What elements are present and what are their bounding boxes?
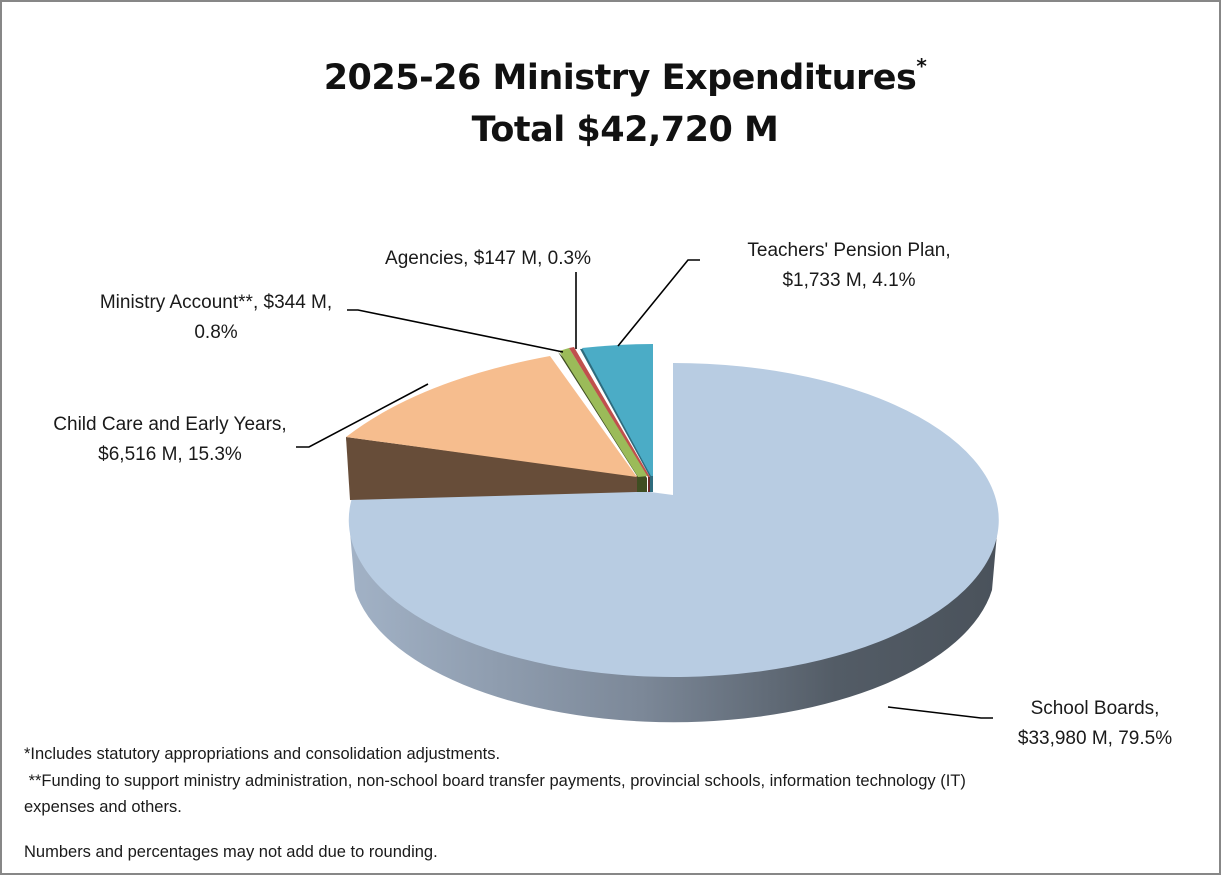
- slice-ministry-account[interactable]: [558, 348, 648, 492]
- chart-total: Total $42,720 M: [471, 110, 779, 150]
- label-child-care: Child Care and Early Years, $6,516 M, 15…: [40, 410, 300, 470]
- label-pension-value: $1,733 M, 4.1%: [782, 270, 916, 291]
- label-school-boards: School Boards, $33,980 M, 79.5%: [1003, 694, 1187, 754]
- label-school-boards-value: $33,980 M, 79.5%: [1017, 728, 1173, 749]
- slice-agencies[interactable]: [569, 347, 650, 492]
- footnote-ministry-account: **Funding to support ministry administra…: [24, 772, 966, 790]
- title-line-1: 2025-26 Ministry Expenditures: [323, 58, 917, 98]
- label-agencies-text: Agencies, $147 M, 0.3%: [385, 248, 591, 269]
- label-pension: Teachers' Pension Plan, $1,733 M, 4.1%: [729, 236, 969, 296]
- leader-pension: [617, 259, 700, 347]
- label-ministry-account-name: Ministry Account**, $344 M,: [99, 292, 333, 313]
- label-child-care-value: $6,516 M, 15.3%: [98, 444, 242, 465]
- label-ministry-account: Ministry Account**, $344 M, 0.8%: [76, 288, 356, 348]
- footnote-rounding: Numbers and percentages may not add due …: [24, 843, 438, 861]
- leader-lines: [296, 259, 993, 719]
- footnote-statutory: *Includes statutory appropriations and c…: [24, 745, 501, 763]
- label-pension-name: Teachers' Pension Plan,: [747, 240, 951, 261]
- title-asterisk: *: [916, 54, 927, 78]
- leader-child-care: [296, 383, 429, 448]
- slice-child-care[interactable]: [346, 356, 637, 500]
- chart-title: 2025-26 Ministry Expenditures*: [0, 54, 1221, 98]
- slice-school-boards[interactable]: [348, 362, 999, 723]
- leader-ministry-account: [347, 309, 564, 353]
- slice-pension[interactable]: [580, 344, 653, 492]
- label-ministry-account-value: 0.8%: [194, 322, 238, 343]
- label-agencies: Agencies, $147 M, 0.3%: [366, 244, 610, 274]
- leader-school-boards: [887, 706, 993, 719]
- footnote-ministry-account-cont: expenses and others.: [24, 798, 182, 816]
- label-school-boards-name: School Boards,: [1030, 698, 1160, 719]
- label-child-care-name: Child Care and Early Years,: [53, 414, 287, 435]
